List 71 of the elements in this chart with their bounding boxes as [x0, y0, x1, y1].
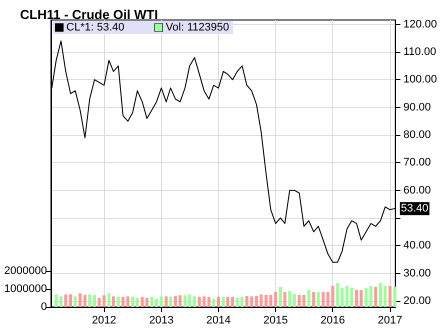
- bar: [126, 296, 130, 307]
- bar: [193, 296, 196, 307]
- bar: [278, 286, 282, 307]
- bar: [112, 296, 115, 307]
- y-tick-label: 60.00: [403, 184, 431, 196]
- x-tick-label: 2013: [149, 314, 174, 326]
- bar: [207, 296, 210, 307]
- x-tick-label: 2014: [206, 314, 231, 326]
- y-tick-label: 40.00: [403, 240, 431, 252]
- bar: [54, 294, 58, 307]
- bar: [131, 296, 134, 307]
- x-tick-label: 2015: [263, 314, 288, 326]
- y-tick-label: 100.00: [403, 74, 438, 86]
- bar: [255, 296, 258, 307]
- bar: [60, 296, 63, 307]
- y-tick-label: 30.00: [403, 267, 431, 280]
- bar: [292, 294, 296, 307]
- chart-title: CLH11 - Crude Oil WTI: [20, 7, 158, 22]
- bar: [212, 299, 216, 307]
- bar: [322, 292, 325, 307]
- x-tick-label: 2012: [92, 314, 116, 326]
- bar: [145, 298, 148, 307]
- bar: [107, 293, 110, 307]
- bar: [116, 296, 120, 307]
- bar: [78, 293, 82, 307]
- bar: [64, 294, 68, 307]
- bar: [222, 296, 225, 307]
- bar: [298, 294, 301, 307]
- bar: [369, 286, 372, 307]
- bar: [160, 296, 163, 307]
- bar: [216, 296, 220, 307]
- annotation: 53.40: [400, 202, 428, 215]
- legend-label: Vol: 1123950: [166, 22, 230, 34]
- bar: [169, 296, 172, 307]
- bar: [136, 298, 139, 307]
- bar: [364, 288, 368, 307]
- bar: [69, 294, 72, 307]
- y-tick-label: 20.00: [403, 294, 431, 307]
- y-tick-label: 80.00: [403, 129, 431, 142]
- bar: [374, 286, 378, 307]
- bar: [355, 290, 358, 307]
- bar: [302, 294, 306, 307]
- bar: [102, 295, 106, 307]
- bar: [307, 290, 310, 307]
- bar: [264, 294, 268, 307]
- bar: [226, 296, 230, 307]
- bar: [93, 294, 96, 307]
- bar: [88, 294, 92, 307]
- bar: [231, 296, 234, 307]
- bar: [312, 292, 316, 307]
- y-tick-label: 110.00: [403, 46, 436, 58]
- y2-tick-label: 2000000: [4, 264, 47, 277]
- bar: [288, 290, 292, 307]
- x-tick-label: 2017: [378, 314, 402, 326]
- bar: [164, 296, 168, 307]
- bar: [316, 292, 320, 307]
- bar: [83, 294, 86, 307]
- y2-tick-label: 1000000: [4, 282, 47, 295]
- y2-tick-label: 0: [40, 301, 47, 313]
- bar: [98, 298, 101, 307]
- y-tick-label: 120.00: [403, 18, 438, 30]
- bar: [74, 296, 77, 307]
- bar: [122, 296, 124, 307]
- bar: [393, 286, 396, 307]
- bar: [388, 286, 392, 307]
- x-tick-label: 2016: [320, 314, 345, 326]
- legend-label: CL*1: 53.40: [66, 22, 124, 34]
- bar: [336, 282, 340, 307]
- y-tick-label: 70.00: [403, 156, 431, 169]
- y-tick-label: 90.00: [403, 101, 431, 114]
- bar: [283, 292, 286, 307]
